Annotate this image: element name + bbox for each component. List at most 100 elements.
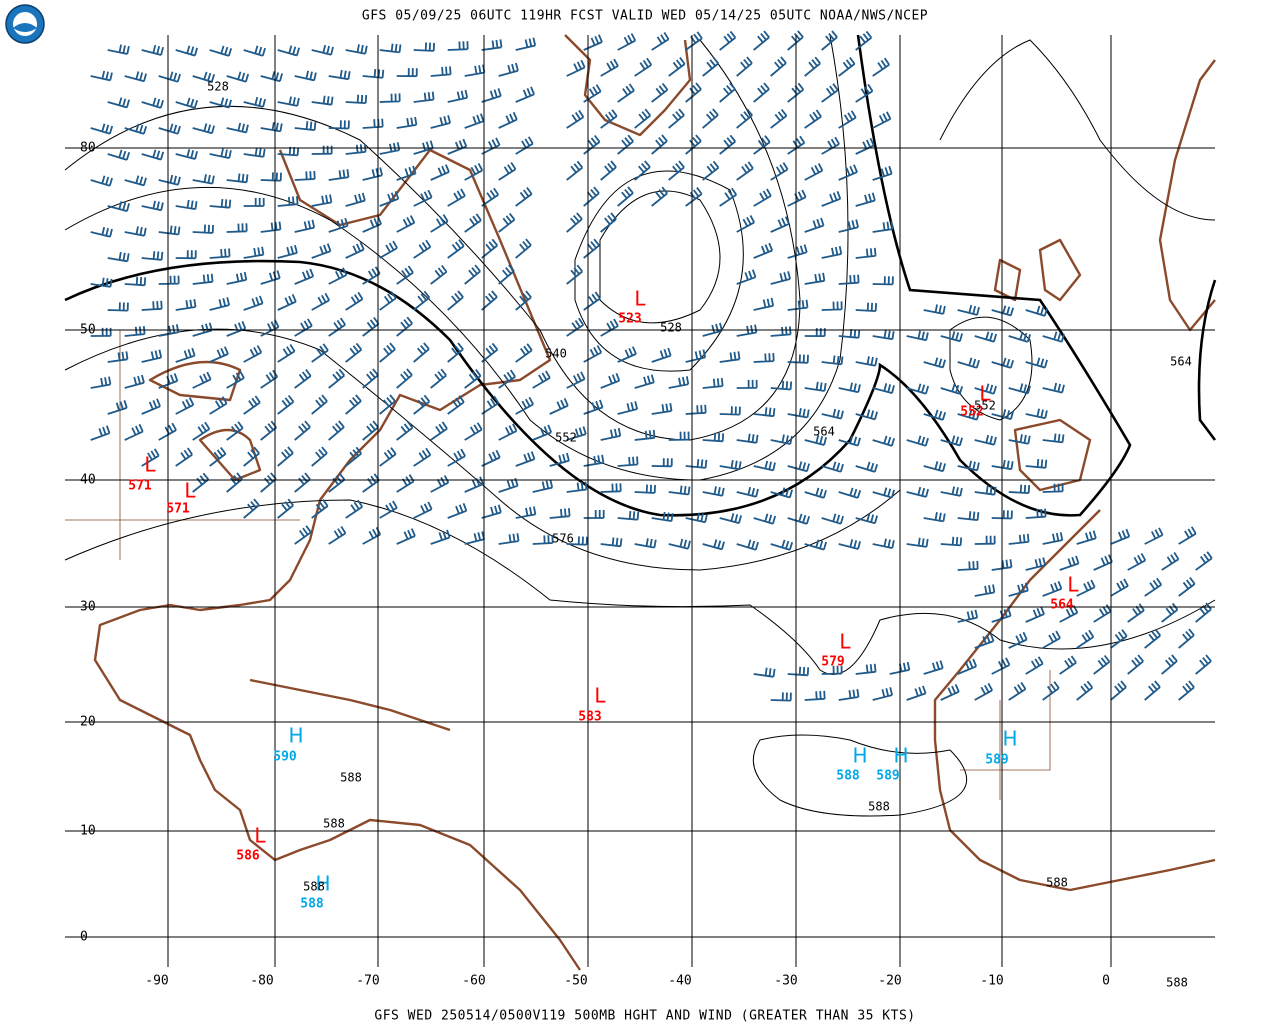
wind-barb <box>413 239 432 259</box>
wind-barb <box>736 379 758 389</box>
wind-barb <box>821 83 839 103</box>
wind-barb <box>787 189 807 207</box>
wind-barb <box>294 420 311 441</box>
wind-barb <box>787 666 810 677</box>
wind-barb <box>600 537 623 548</box>
wind-barb <box>498 423 518 441</box>
wind-barb <box>566 59 586 77</box>
wind-barb <box>1042 532 1064 545</box>
wind-barb <box>379 43 402 54</box>
center-value: 564 <box>1050 598 1074 613</box>
wind-barb <box>1076 629 1095 649</box>
wind-barb <box>243 395 261 415</box>
wind-barb <box>345 241 365 259</box>
wind-barb <box>600 109 618 129</box>
wind-barb <box>991 607 1012 623</box>
wind-barb <box>753 297 775 311</box>
wind-barb <box>311 44 334 56</box>
wind-barb <box>957 357 980 369</box>
wind-barb <box>719 30 737 51</box>
wind-barb <box>855 30 873 51</box>
wind-barb <box>787 30 804 51</box>
wind-barb <box>855 83 874 103</box>
wind-barb <box>515 290 532 311</box>
wind-barb <box>617 401 638 415</box>
wind-barb <box>583 510 605 519</box>
wind-barb <box>209 198 232 209</box>
wind-barb <box>209 346 229 363</box>
wind-barb <box>362 118 384 129</box>
wind-barb <box>1195 654 1212 675</box>
wind-barb <box>753 353 775 363</box>
wind-barb <box>141 251 164 261</box>
wind-barb <box>991 305 1014 317</box>
wind-barb <box>226 320 247 337</box>
contour-label: 588 <box>1166 976 1188 990</box>
wind-barb <box>379 394 396 415</box>
wind-barb <box>294 121 317 131</box>
center-value: 552 <box>960 405 983 420</box>
wind-barb <box>328 217 349 233</box>
wind-barb <box>447 188 466 207</box>
wind-barb <box>447 448 466 467</box>
wind-barb <box>855 513 878 525</box>
contour-label: 528 <box>207 80 229 94</box>
wind-barb <box>1059 605 1079 623</box>
wind-barb <box>634 57 653 77</box>
wind-barb <box>498 62 519 77</box>
longitude-label: 0 <box>1102 974 1110 989</box>
wind-barb <box>804 434 827 446</box>
wind-barb <box>685 187 703 207</box>
wind-barb <box>260 122 283 133</box>
wind-barb <box>141 448 160 467</box>
wind-barb <box>345 446 363 467</box>
wind-barb <box>804 272 826 285</box>
footer-caption: GFS WED 250514/0500V119 500MB HGHT AND W… <box>374 1009 915 1024</box>
wind-barb <box>192 273 214 285</box>
wind-barb <box>991 409 1014 420</box>
wind-barb <box>1008 434 1031 445</box>
wind-barb <box>277 394 295 415</box>
wind-barb <box>838 688 860 701</box>
wind-barb <box>1025 408 1048 420</box>
center-symbol: L <box>144 453 156 477</box>
wind-barb <box>430 529 451 545</box>
contour-label: 564 <box>1170 355 1192 369</box>
wind-barb <box>991 657 1011 675</box>
wind-barb <box>940 486 963 497</box>
wind-barb <box>192 421 211 441</box>
wind-barb <box>1195 602 1212 623</box>
wind-barb <box>192 123 215 135</box>
wind-barb <box>906 330 929 342</box>
wind-barb <box>906 486 929 498</box>
wind-barb <box>634 484 656 494</box>
wind-barb <box>192 224 214 234</box>
wind-barb <box>243 345 263 363</box>
wind-barb <box>532 479 554 493</box>
wind-barb <box>923 304 946 315</box>
wind-barb <box>277 45 300 57</box>
wind-barb <box>243 498 260 519</box>
wind-barb <box>838 487 862 499</box>
wind-barb <box>277 244 298 259</box>
wind-barb <box>515 136 534 155</box>
wind-barb <box>396 368 413 389</box>
wind-barb <box>770 271 791 285</box>
wind-barb <box>107 44 130 55</box>
wind-barb <box>396 165 417 181</box>
longitude-label: -70 <box>356 974 379 989</box>
wind-barb <box>107 97 130 109</box>
wind-barb <box>821 246 843 259</box>
wind-barb <box>413 342 430 363</box>
wind-barb <box>430 164 450 181</box>
wind-barb <box>651 347 672 363</box>
wind-barb <box>243 96 266 108</box>
wind-barb <box>668 485 691 496</box>
wind-barb <box>1127 552 1147 571</box>
wind-barb <box>328 169 350 181</box>
wind-barb <box>396 68 418 78</box>
wind-barb <box>685 512 708 524</box>
wind-barb <box>209 297 230 311</box>
wind-barb <box>821 190 842 207</box>
wind-barb <box>447 239 465 259</box>
